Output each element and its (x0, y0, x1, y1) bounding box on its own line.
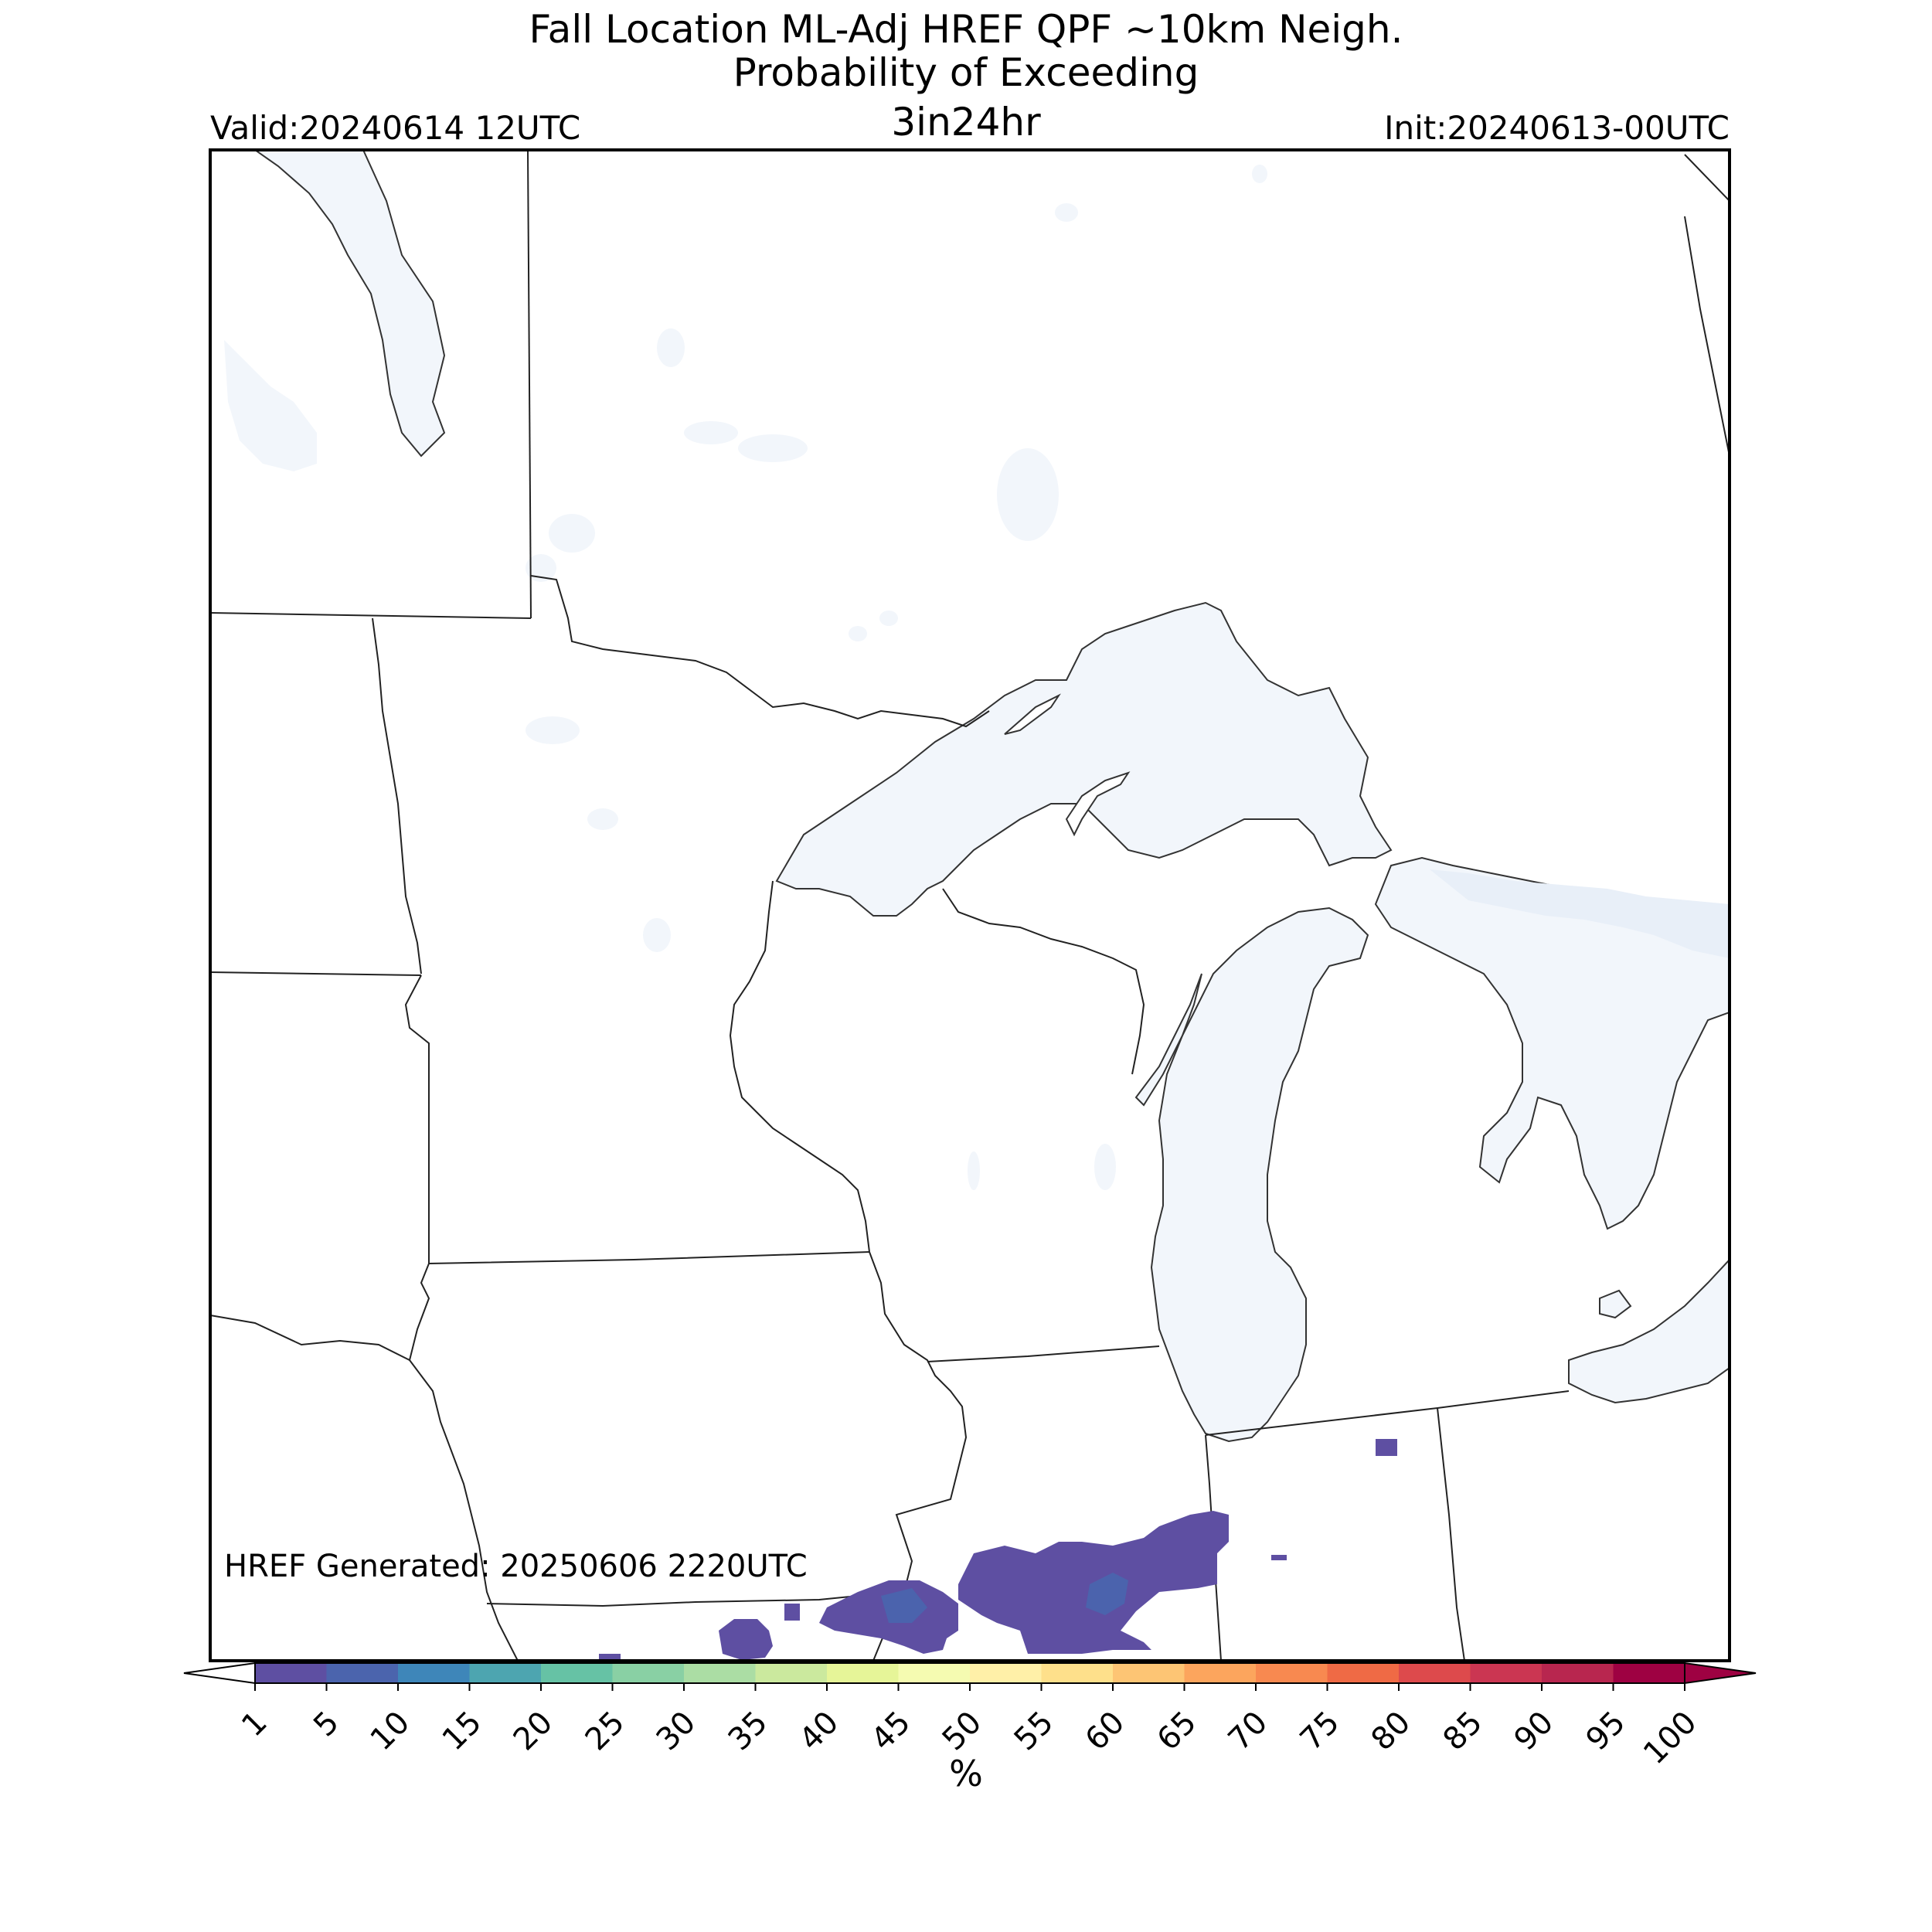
prob-dot-2 (599, 1654, 621, 1661)
colorbar-segment (684, 1663, 756, 1683)
prob-dot-4 (1376, 1439, 1397, 1456)
lake-superior (775, 601, 1393, 917)
map-frame (209, 148, 1731, 1662)
keweenaw (1065, 771, 1131, 837)
colorbar-segment (612, 1663, 685, 1683)
lake-winnipegosis (224, 340, 317, 471)
prob-mid-1 (1086, 1573, 1128, 1615)
colorbar-segment (1327, 1663, 1400, 1683)
generated-timestamp: HREF Generated: 20250606 2220UTC (224, 1549, 808, 1584)
title-line-1: Fall Location ML-Adj HREF QPF ~10km Neig… (529, 7, 1403, 52)
colorbar-segment (898, 1663, 971, 1683)
colorbar-extend-low (183, 1662, 256, 1685)
colorbar (183, 1662, 1757, 1691)
colorbar-segment (1041, 1663, 1114, 1683)
colorbar-segment (755, 1663, 828, 1683)
colorbar-segment (1613, 1663, 1685, 1683)
prob-dot-3 (1271, 1555, 1287, 1560)
colorbar-segment (1184, 1663, 1257, 1683)
valid-time: Valid:20240614 12UTC (210, 109, 581, 147)
colorbar-segment (1256, 1663, 1328, 1683)
lake-st-clair (1599, 1289, 1632, 1319)
colorbar-segment (541, 1663, 613, 1683)
colorbar-segment (1542, 1663, 1614, 1683)
colorbar-segment (827, 1663, 899, 1683)
green-bay (1134, 973, 1202, 1107)
colorbar-segment (1113, 1663, 1185, 1683)
colorbar-unit-label: % (949, 1753, 983, 1794)
colorbar-extend-high (1684, 1662, 1757, 1685)
title-line-2: Probability of Exceeding (733, 50, 1199, 95)
scattered-lakes (526, 165, 1267, 1190)
colorbar-segment (469, 1663, 542, 1683)
lake-michigan (1150, 906, 1369, 1443)
colorbar-segment (1470, 1663, 1543, 1683)
political-borders (210, 150, 1730, 1661)
probability-fill (599, 1439, 1397, 1661)
georgian-bay-north-channel (1430, 869, 1730, 958)
map-area (210, 150, 1730, 1661)
prob-dot-1 (784, 1604, 800, 1621)
colorbar-segment (1399, 1663, 1471, 1683)
colorbar-segment (970, 1663, 1042, 1683)
isle-royale (1004, 693, 1061, 735)
title-line-3: 3in24hr (891, 100, 1041, 145)
prob-mid-2 (881, 1588, 927, 1623)
colorbar-segment (255, 1663, 327, 1683)
colorbar-segment (326, 1663, 399, 1683)
colorbar-segment (398, 1663, 470, 1683)
lake-erie (1568, 1258, 1730, 1404)
lake-winnipeg (253, 150, 446, 457)
prob-area-sw (719, 1619, 773, 1660)
init-time: Init:20240613-00UTC (1384, 109, 1730, 147)
